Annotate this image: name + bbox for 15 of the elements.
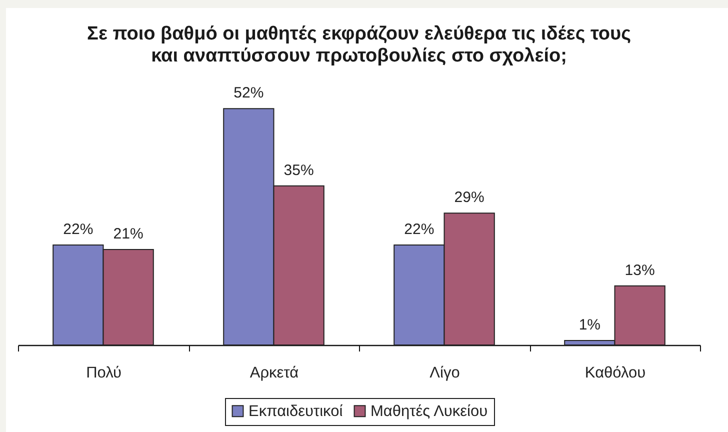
legend-label: Μαθητές Λυκείου [370, 403, 488, 420]
data-label: 21% [113, 226, 144, 243]
data-label: 29% [454, 189, 484, 206]
x-tick-label: Αρκετά [250, 364, 299, 382]
data-label: 13% [624, 262, 655, 279]
x-tick-label: Πολύ [86, 364, 122, 382]
legend-label: Εκπαιδευτικοί [248, 403, 344, 420]
data-label: 1% [578, 316, 601, 334]
data-label: 35% [284, 162, 314, 179]
data-label: 22% [63, 221, 94, 238]
data-label: 22% [404, 221, 434, 238]
x-tick-label: Λίγο [430, 364, 460, 382]
data-label: 52% [234, 84, 264, 102]
chart-title: Σε ποιο βαθμό οι μαθητές εκφράζουν ελεύθερα τις ιδέες τους και αναπτύσσουν πρωτοβουλίες στο σχολείο; [87, 24, 632, 67]
x-tick-label: Καθόλου [584, 364, 646, 382]
